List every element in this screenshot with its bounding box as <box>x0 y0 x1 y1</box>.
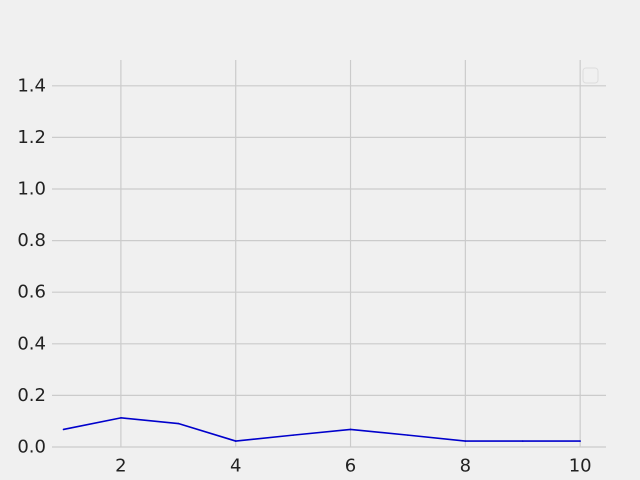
data-point-0-5 <box>349 428 352 431</box>
series-line-0 <box>63 417 581 442</box>
x-tick-label-4: 10 <box>569 456 592 477</box>
data-point-0-6 <box>407 434 409 436</box>
data-point-0-0 <box>62 428 65 431</box>
data-point-0-2 <box>177 422 180 425</box>
x-tick-label-0: 2 <box>115 456 126 477</box>
legend-box <box>582 67 599 84</box>
y-tick-label-3: 0.6 <box>17 282 46 303</box>
y-tick-label-6: 1.2 <box>17 127 46 148</box>
data-point-0-8 <box>521 440 524 442</box>
y-tick-label-5: 1.0 <box>17 179 46 200</box>
y-tick-label-4: 0.8 <box>17 230 46 251</box>
x-tick-label-3: 8 <box>460 456 471 477</box>
data-point-0-3 <box>234 440 237 442</box>
x-axis-tick-labels: 2 4 6 8 10 <box>115 456 591 477</box>
y-tick-label-0: 0.0 <box>17 437 46 458</box>
x-tick-label-1: 4 <box>230 456 241 477</box>
grid-lines <box>52 60 606 448</box>
data-point-0-7 <box>464 440 467 442</box>
y-tick-label-7: 1.4 <box>17 75 46 96</box>
data-point-0-9 <box>579 440 581 442</box>
y-tick-label-2: 0.4 <box>17 333 46 354</box>
series-layer <box>62 417 581 442</box>
data-point-0-1 <box>120 417 122 419</box>
y-tick-label-1: 0.2 <box>17 385 46 406</box>
x-tick-label-2: 6 <box>345 456 356 477</box>
data-point-0-4 <box>292 434 294 436</box>
y-axis-tick-labels: 0.0 0.2 0.4 0.6 0.8 1.0 1.2 1.4 <box>17 75 46 457</box>
